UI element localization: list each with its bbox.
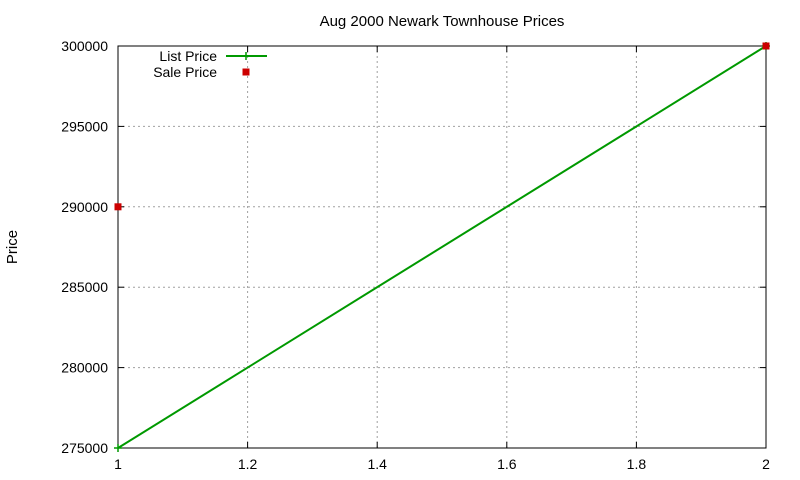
plot-frame xyxy=(117,45,767,449)
series xyxy=(114,42,770,452)
y-tick-label: 285000 xyxy=(61,279,108,295)
grid xyxy=(118,46,766,448)
y-axis-label: Price xyxy=(4,230,21,264)
x-tick-label: 1.8 xyxy=(627,456,647,472)
legend-label-list-price: List Price xyxy=(159,48,217,64)
x-tick-label: 1.4 xyxy=(367,456,387,472)
x-tick-label: 1 xyxy=(114,456,122,472)
legend-label-sale-price: Sale Price xyxy=(153,64,217,80)
y-tick-label: 295000 xyxy=(61,118,108,134)
legend-marker-sale-price xyxy=(242,68,250,76)
list-price-line xyxy=(117,45,767,449)
axis-ticks: 1 1.2 1.4 1.6 1.8 2 275000 280000 285000 290000 29… xyxy=(61,38,770,472)
chart-title: Aug 2000 Newark Townhouse Prices xyxy=(320,13,565,30)
sale-price-point xyxy=(114,203,122,211)
y-tick-label: 290000 xyxy=(61,199,108,215)
sale-price-point xyxy=(762,42,770,50)
x-tick-label: 2 xyxy=(762,456,770,472)
y-tick-label: 275000 xyxy=(61,440,108,456)
y-tick-label: 300000 xyxy=(61,38,108,54)
legend-marker-list-price xyxy=(242,52,250,60)
x-tick-label: 1.2 xyxy=(238,456,258,472)
y-tick-label: 280000 xyxy=(61,360,108,376)
x-tick-label: 1.6 xyxy=(497,456,517,472)
list-price-point xyxy=(114,444,122,452)
